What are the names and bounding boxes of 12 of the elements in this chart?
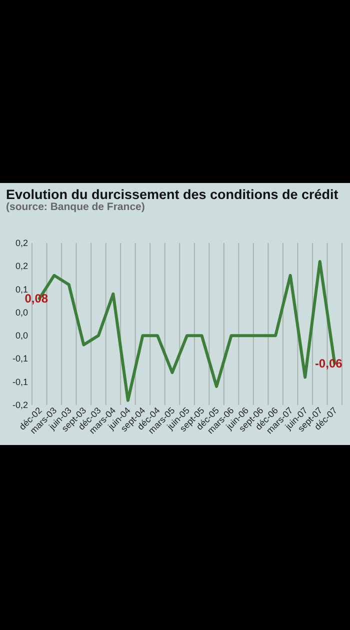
- y-tick-label: -0,1: [12, 376, 28, 387]
- data-label: 0,08: [24, 292, 48, 306]
- y-tick-label: 0,2: [15, 238, 28, 248]
- y-tick-label: -0,1: [12, 354, 28, 364]
- y-tick-label: 0,1: [15, 284, 28, 294]
- y-tick-label: 0,0: [15, 307, 28, 318]
- y-tick-label: 0,2: [15, 261, 28, 272]
- chart-title: Evolution du durcissement des conditions de crédit: [6, 187, 339, 202]
- y-tick-label: 0,0: [15, 330, 28, 341]
- chart-subtitle: (source: Banque de France): [6, 201, 145, 213]
- data-label: -0,06: [314, 356, 343, 370]
- y-tick-label: -0,2: [12, 400, 28, 410]
